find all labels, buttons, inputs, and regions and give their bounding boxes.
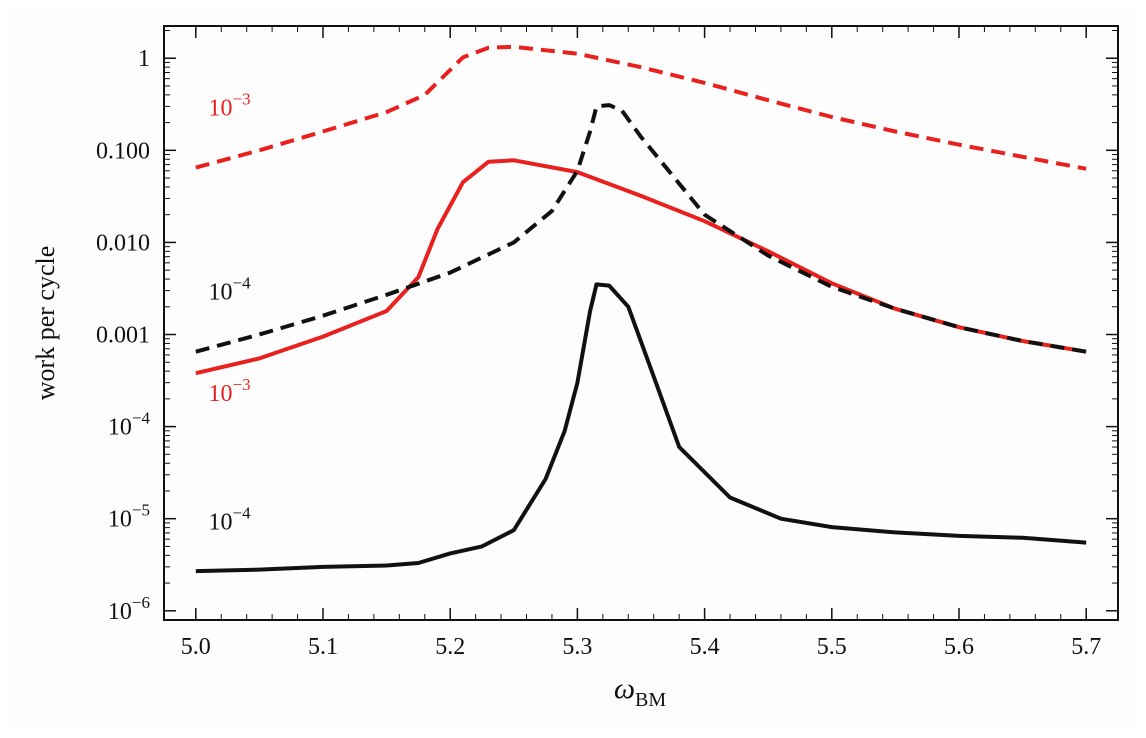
series-label-black-dashed: 10−4 xyxy=(209,274,252,306)
y-tick-label: 10−6 xyxy=(108,593,150,625)
series-label-red-solid: 10−3 xyxy=(209,375,251,407)
series-line-black-dashed xyxy=(195,103,1087,354)
y-tick-label: 0.001 xyxy=(96,323,150,349)
x-tick-label: 5.4 xyxy=(690,634,720,660)
series-layer xyxy=(195,44,1087,574)
x-tick-label: 5.0 xyxy=(181,634,211,660)
y-tick-label: 0.100 xyxy=(96,138,150,164)
series-label-red-dashed: 10−3 xyxy=(209,89,251,121)
x-tick-label: 5.1 xyxy=(308,634,338,660)
series-line-red-dashed xyxy=(195,44,1087,171)
series-line-black-solid xyxy=(195,282,1087,574)
y-axis-title: work per cycle xyxy=(31,246,60,400)
x-tick-label: 5.6 xyxy=(944,634,974,660)
x-tick-label: 5.7 xyxy=(1071,634,1101,660)
y-tick-label: 10−5 xyxy=(108,501,150,533)
y-tick-label: 0.010 xyxy=(96,230,150,256)
y-tick-label: 10−4 xyxy=(108,409,151,441)
x-tick-label: 5.5 xyxy=(817,634,847,660)
series-label-black-solid: 10−4 xyxy=(209,504,252,536)
y-tick-label: 1 xyxy=(138,46,150,72)
plot-frame xyxy=(163,25,1119,621)
series-label-layer: 10−3 10−3 10−4 10−4 xyxy=(209,89,252,535)
x-tick-label: 5.2 xyxy=(435,634,465,660)
tick-layer: 5.0 5.1 5.2 5.3 5.4 5.5 5.6 5.7 1 0.100 0.010 0.001… xyxy=(96,26,1118,660)
x-axis-title: ωBM xyxy=(614,672,667,711)
x-tick-label: 5.3 xyxy=(562,634,592,660)
